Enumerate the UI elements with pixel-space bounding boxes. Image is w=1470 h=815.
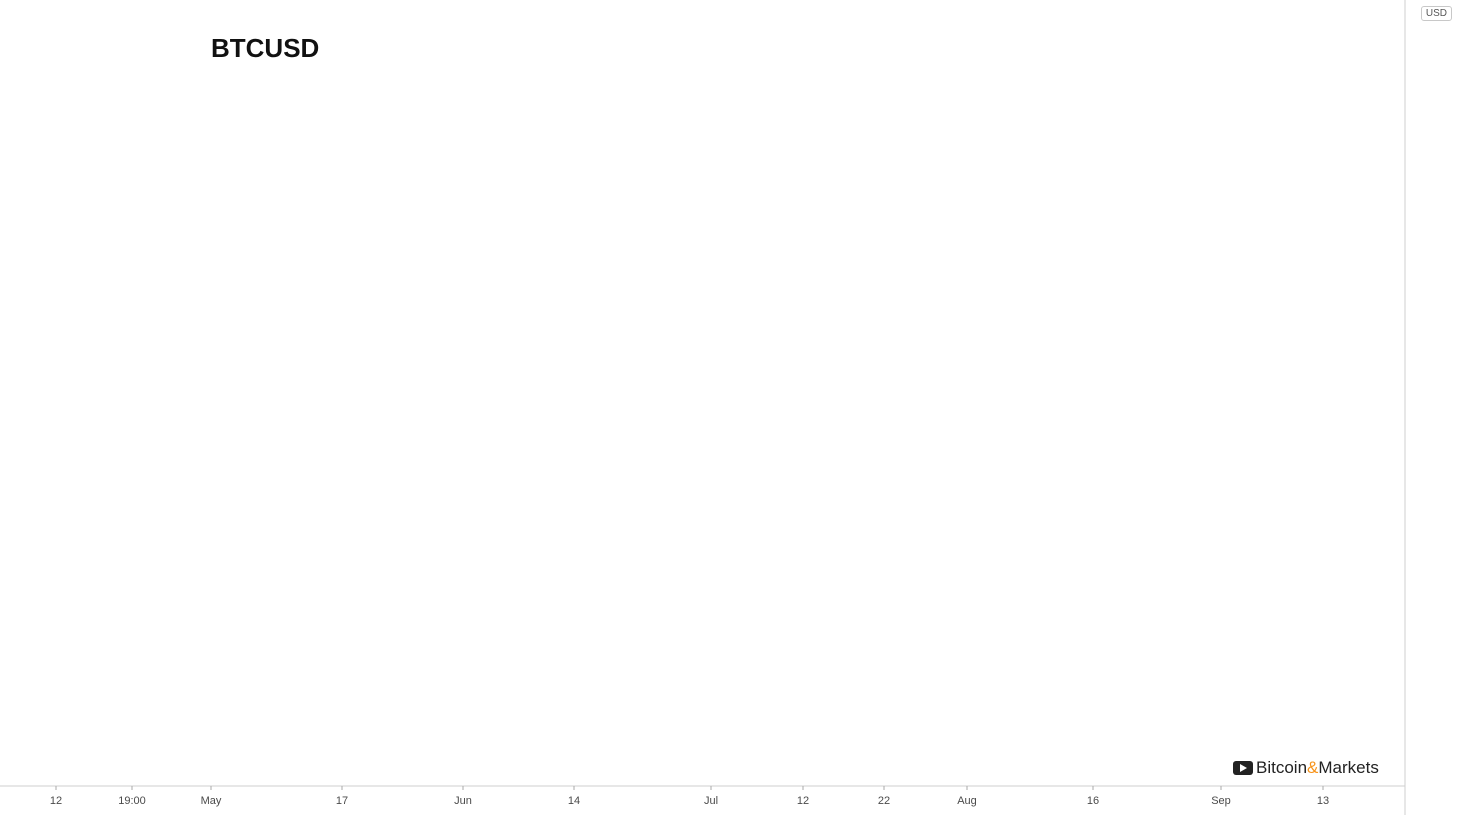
time-tick-label-3: 17 bbox=[336, 795, 348, 807]
brand-ampersand: & bbox=[1307, 758, 1319, 777]
time-tick-label-0: 12 bbox=[50, 795, 62, 807]
time-tick-label-11: Sep bbox=[1211, 795, 1231, 807]
currency-badge[interactable]: USD bbox=[1420, 6, 1452, 21]
time-tick-label-9: Aug bbox=[957, 795, 977, 807]
time-tick-label-7: 12 bbox=[797, 795, 809, 807]
time-tick-label-6: Jul bbox=[704, 795, 718, 807]
time-tick-label-10: 16 bbox=[1087, 795, 1099, 807]
time-tick-label-12: 13 bbox=[1317, 795, 1329, 807]
time-axis[interactable]: 12 19:00 May 17 Jun 14 Jul 12 22 Aug 16 Sep 13 bbox=[0, 785, 1405, 807]
chart-title: BTCUSD bbox=[211, 33, 319, 63]
brand-name-part2: Markets bbox=[1318, 758, 1379, 777]
brand-watermark: Bitcoin & Markets bbox=[1233, 758, 1379, 778]
youtube-icon bbox=[1233, 761, 1253, 775]
time-tick-label-4: Jun bbox=[454, 795, 472, 807]
time-tick-label-5: 14 bbox=[568, 795, 580, 807]
price-axis[interactable]: 66000.0062000.0058000.0054000.0052000.00… bbox=[1404, 0, 1460, 815]
time-tick-label-1: 19:00 bbox=[118, 795, 146, 807]
brand-name-part1: Bitcoin bbox=[1256, 758, 1308, 777]
time-tick-label-2: May bbox=[201, 795, 222, 807]
time-tick-label-8: 22 bbox=[878, 795, 890, 807]
